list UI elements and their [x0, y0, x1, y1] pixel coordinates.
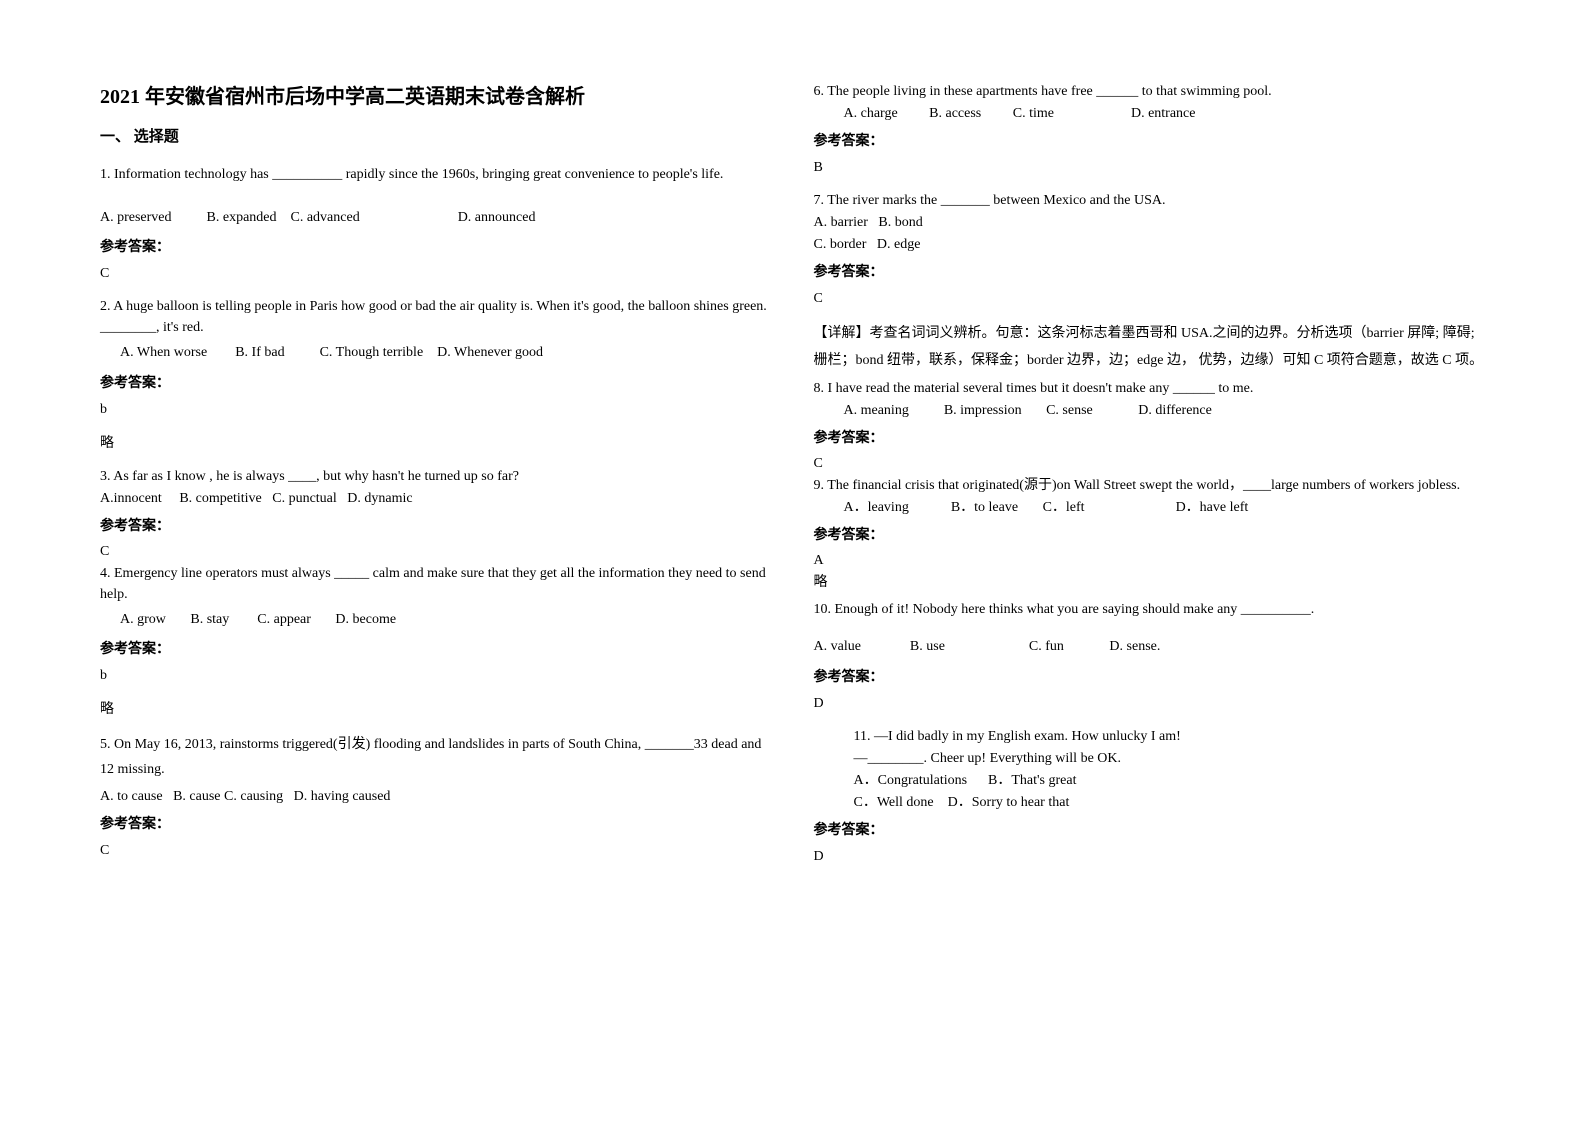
q6-answer-label: 参考答案：	[814, 130, 1488, 150]
q2-omit: 略	[100, 432, 774, 452]
q11-options-c: C．Well done D．Sorry to hear that	[814, 792, 1488, 813]
document-title: 2021 年安徽省宿州市后场中学高二英语期末试卷含解析	[100, 80, 774, 109]
q11-answer-label: 参考答案：	[814, 819, 1488, 839]
q7-answer: C	[814, 291, 1488, 307]
q7-options-c: C. border D. edge	[814, 234, 1488, 255]
q6-answer: B	[814, 160, 1488, 176]
q8-answer: C	[814, 453, 1488, 474]
page-container: 2021 年安徽省宿州市后场中学高二英语期末试卷含解析 一、 选择题 1. In…	[100, 80, 1487, 879]
q8-options: A. meaning B. impression C. sense D. dif…	[814, 400, 1488, 421]
q10-answer-label: 参考答案：	[814, 666, 1488, 686]
q4-options: A. grow B. stay C. appear D. become	[100, 607, 774, 632]
q4-answer-label: 参考答案：	[100, 638, 774, 658]
q10-text: 10. Enough of it! Nobody here thinks wha…	[814, 597, 1488, 622]
q5-answer: C	[100, 843, 774, 859]
q3-options: A.innocent B. competitive C. punctual D.…	[100, 488, 774, 509]
q1-answer: C	[100, 266, 774, 282]
right-column: 6. The people living in these apartments…	[814, 80, 1488, 879]
q8-text: 8. I have read the material several time…	[814, 378, 1488, 399]
q6-options: A. charge B. access C. time D. entrance	[814, 103, 1488, 124]
q6-text: 6. The people living in these apartments…	[814, 81, 1488, 102]
q1-answer-label: 参考答案：	[100, 236, 774, 256]
q1-text: 1. Information technology has __________…	[100, 162, 774, 187]
q1-options: A. preserved B. expanded C. advanced D. …	[100, 205, 774, 230]
q10-answer: D	[814, 696, 1488, 712]
q2-options: A. When worse B. If bad C. Though terrib…	[100, 340, 774, 365]
q7-explain: 【详解】考查名词词义辨析。句意：这条河标志着墨西哥和 USA.之间的边界。分析选…	[814, 321, 1488, 374]
q4-answer: b	[100, 668, 774, 684]
q10-options: A. value B. use C. fun D. sense.	[814, 634, 1488, 659]
q9-omit: 略	[814, 572, 1488, 593]
q11-text: 11. —I did badly in my English exam. How…	[814, 726, 1488, 747]
q9-text: 9. The financial crisis that originated(…	[814, 475, 1488, 496]
q4-omit: 略	[100, 698, 774, 718]
q7-answer-label: 参考答案：	[814, 261, 1488, 281]
q9-options: A．leaving B．to leave C．left D．have left	[814, 497, 1488, 518]
section-header: 一、 选择题	[100, 125, 774, 146]
q3-answer: C	[100, 541, 774, 562]
q3-text: 3. As far as I know , he is always ____,…	[100, 466, 774, 487]
q4-text: 4. Emergency line operators must always …	[100, 563, 774, 605]
q9-answer-label: 参考答案：	[814, 524, 1488, 544]
q11-answer: D	[814, 849, 1488, 865]
q7-options-a: A. barrier B. bond	[814, 212, 1488, 233]
q11-line2: —________. Cheer up! Everything will be …	[814, 748, 1488, 769]
q5-answer-label: 参考答案：	[100, 813, 774, 833]
q2-answer-label: 参考答案：	[100, 372, 774, 392]
left-column: 2021 年安徽省宿州市后场中学高二英语期末试卷含解析 一、 选择题 1. In…	[100, 80, 774, 879]
q5-options: A. to cause B. cause C. causing D. havin…	[100, 786, 774, 807]
q11-options-a: A．Congratulations B．That's great	[814, 770, 1488, 791]
q5-text: 5. On May 16, 2013, rainstorms triggered…	[100, 732, 774, 782]
q3-answer-label: 参考答案：	[100, 515, 774, 535]
q2-answer: b	[100, 402, 774, 418]
q2-text: 2. A huge balloon is telling people in P…	[100, 296, 774, 338]
q8-answer-label: 参考答案：	[814, 427, 1488, 447]
q7-text: 7. The river marks the _______ between M…	[814, 190, 1488, 211]
q9-answer: A	[814, 550, 1488, 571]
